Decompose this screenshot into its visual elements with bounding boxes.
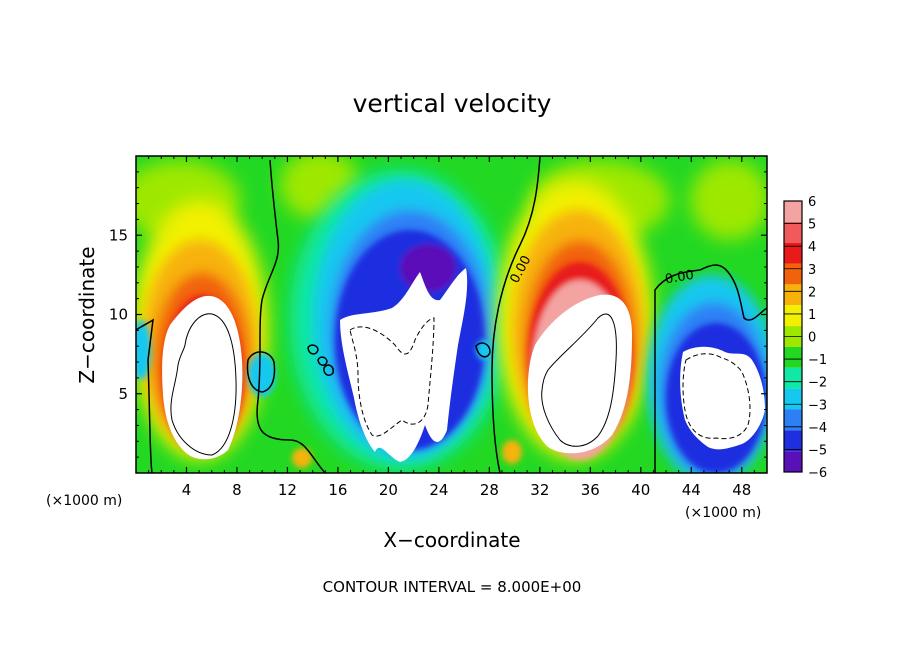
colorbar-swatch <box>784 242 802 264</box>
colorbar-label: 1 <box>808 308 816 323</box>
negative-contours <box>349 317 751 440</box>
zero-contour-small-loop-4 <box>475 342 491 358</box>
colorbar-label: −3 <box>808 398 827 413</box>
downdraft-mid-core <box>340 268 468 462</box>
x-tick-label: 40 <box>631 481 650 499</box>
contour-plus8-right <box>541 313 617 447</box>
x-axis-ticks: 4 8 12 16 20 24 28 32 36 40 44 48 <box>148 156 755 499</box>
contour-minus8-right <box>682 353 751 440</box>
x-tick-label: 12 <box>278 481 297 499</box>
colorbar-swatch <box>784 388 802 410</box>
zero-contours <box>136 156 767 473</box>
x-tick-label: 44 <box>682 481 701 499</box>
x-tick-label: 4 <box>182 481 192 499</box>
zero-contour-left-edge <box>136 318 154 473</box>
y-axis-title: Z−coordinate <box>75 246 99 383</box>
y-tick-label: 15 <box>109 226 128 244</box>
zero-contour-small-loop-1 <box>307 344 319 355</box>
x-tick-label: 36 <box>581 481 600 499</box>
colorbar-swatch <box>784 263 802 285</box>
downdraft-mid-purple <box>400 244 456 292</box>
x-tick-label: 32 <box>530 481 549 499</box>
colorbar-label: 3 <box>808 263 816 278</box>
plot-field: 0.00 0.00 <box>136 156 767 473</box>
x-tick-label: 24 <box>429 481 448 499</box>
colorbar-swatch <box>784 451 802 472</box>
z-unit-label: (×1000 m) <box>46 493 122 509</box>
x-tick-label: 48 <box>732 481 751 499</box>
y-axis-ticks: 5 10 15 <box>109 171 767 458</box>
zero-contour-cyan-patch <box>246 351 276 393</box>
x-tick-label: 8 <box>232 481 242 499</box>
colorbar-swatch <box>784 430 802 452</box>
positive-contours <box>170 313 617 456</box>
colorbar-label: 0 <box>808 331 816 346</box>
contour-plus8-left <box>170 313 237 456</box>
colorbar-label: 6 <box>808 195 816 210</box>
contour-minus8-mid <box>349 317 435 437</box>
colorbar-label: 4 <box>808 240 816 255</box>
contour-label-2: 0.00 <box>664 268 695 288</box>
zero-contour-small-loop-3 <box>323 364 335 376</box>
x-axis-title: X−coordinate <box>383 528 520 552</box>
colorbar-swatch <box>784 346 802 368</box>
cyan-patch-left <box>248 353 276 397</box>
downdraft-right-core <box>680 346 765 450</box>
colorbar-label: −5 <box>808 443 827 458</box>
x-tick-label: 20 <box>379 481 398 499</box>
x-tick-label: 28 <box>480 481 499 499</box>
orange-patch-low <box>292 448 312 468</box>
colorbar-label: −6 <box>808 466 827 481</box>
chart-title: vertical velocity <box>353 89 552 118</box>
colorbar-label: 5 <box>808 218 816 233</box>
orange-patch-mid <box>502 440 522 464</box>
y-tick-label: 10 <box>109 306 128 324</box>
zero-contour-small-loop-2 <box>317 356 328 366</box>
y-tick-label: 5 <box>118 385 128 403</box>
colorbar-swatch <box>784 284 802 306</box>
colorbar-label: −2 <box>808 376 827 391</box>
colorbar-swatch <box>784 409 802 431</box>
zero-contour-right <box>654 264 767 473</box>
zero-contour-mid-left <box>491 156 541 473</box>
colorbar-swatch <box>784 305 802 327</box>
field-light-green-far-right <box>690 160 767 240</box>
x-unit-label: (×1000 m) <box>685 505 761 521</box>
colorbar-swatch <box>784 221 802 243</box>
colorbar-label: −4 <box>808 421 827 436</box>
updraft-right-core <box>527 294 632 454</box>
zero-contour-left-updraft <box>256 159 326 473</box>
updraft-left-core <box>162 295 243 460</box>
colorbar-label: −1 <box>808 353 827 368</box>
x-tick-label: 16 <box>328 481 347 499</box>
cyan-patch-edge <box>136 320 151 380</box>
colorbar-swatch <box>784 367 802 389</box>
colorbar-label: 2 <box>808 285 816 300</box>
colorbar-swatch <box>784 201 802 222</box>
contour-interval-note: CONTOUR INTERVAL = 8.000E+00 <box>323 578 582 596</box>
colorbar: 6 5 4 3 2 1 0 −1 −2 −3 −4 −5 −6 <box>783 195 827 481</box>
